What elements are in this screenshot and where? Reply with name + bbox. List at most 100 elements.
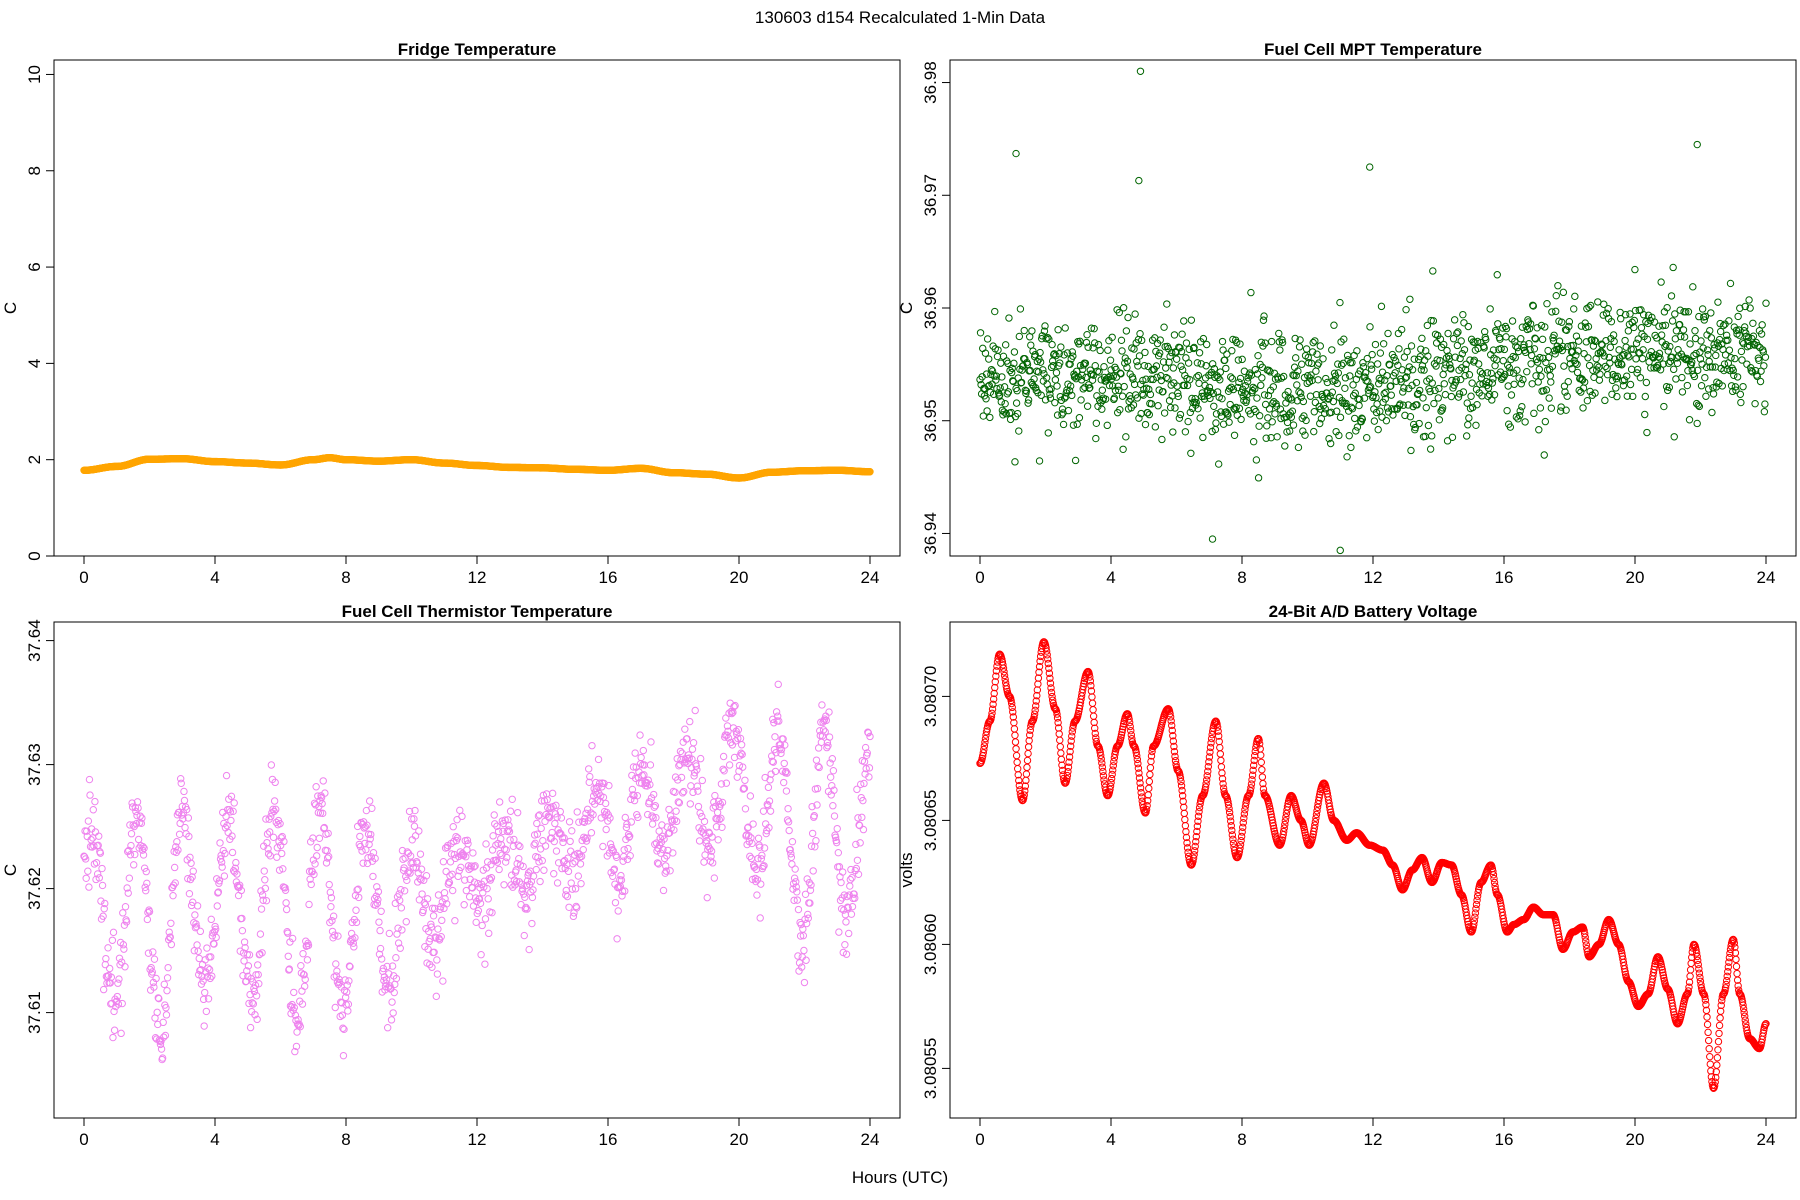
data-point	[1073, 420, 1081, 428]
data-point	[993, 352, 1002, 361]
x-axis: 0 4 8 12 16 20 24	[975, 556, 1775, 587]
data-point	[1459, 388, 1468, 396]
data-point	[1428, 432, 1436, 440]
data-point	[818, 701, 826, 709]
data-point	[1252, 456, 1261, 464]
data-point	[1001, 341, 1010, 349]
data-point	[449, 823, 457, 831]
data-point	[266, 852, 274, 860]
data-point	[1122, 433, 1130, 441]
data-point	[647, 738, 655, 746]
data-point	[794, 952, 802, 960]
data-point	[356, 832, 364, 841]
data-point	[1384, 329, 1392, 338]
data-point	[845, 929, 853, 938]
data-point	[1212, 419, 1220, 427]
data-point	[1502, 324, 1511, 333]
data-point	[1460, 319, 1468, 327]
data-point	[508, 795, 516, 803]
y-tick-label: 0	[25, 551, 44, 560]
data-point	[1669, 365, 1678, 374]
x-tick-label: 24	[861, 1130, 880, 1149]
data-point	[1180, 803, 1188, 811]
x-axis: 0 4 8 12 16 20 24	[975, 1118, 1775, 1149]
data-point	[169, 891, 177, 900]
data-point	[501, 858, 510, 866]
data-point	[305, 900, 313, 909]
data-point	[312, 852, 321, 860]
data-point	[746, 792, 755, 800]
data-point	[254, 961, 262, 969]
data-point	[1177, 362, 1185, 370]
data-point	[587, 829, 596, 837]
data-point	[1057, 343, 1065, 351]
data-point	[485, 929, 493, 938]
data-point	[448, 870, 456, 878]
data-point	[1310, 408, 1318, 416]
data-point	[1193, 373, 1201, 381]
data-point-outlier	[1693, 140, 1701, 149]
data-point	[118, 999, 126, 1008]
data-point	[1312, 367, 1320, 375]
plot-frame	[949, 59, 1797, 557]
data-point	[463, 846, 471, 854]
data-point	[1761, 400, 1769, 408]
data-point	[397, 904, 406, 912]
data-point	[825, 733, 834, 741]
data-point	[1064, 406, 1073, 415]
data-point	[772, 708, 781, 716]
data-point	[278, 849, 286, 858]
x-tick-label: 12	[468, 568, 487, 587]
plot-frame	[53, 621, 901, 1119]
data-point	[710, 874, 719, 882]
data-point	[1077, 396, 1085, 404]
data-point	[1180, 809, 1188, 818]
data-point	[986, 413, 994, 422]
data-point	[537, 824, 545, 833]
data-point	[1028, 327, 1036, 335]
data-point	[1260, 312, 1268, 320]
y-tick-label: 3.08065	[921, 790, 940, 851]
data-point	[520, 931, 528, 940]
data-point	[562, 886, 571, 895]
data-point	[433, 970, 442, 978]
x-tick-label: 4	[210, 1130, 219, 1149]
data-point	[201, 988, 209, 997]
data-point	[1217, 763, 1226, 771]
data-point	[1131, 310, 1139, 318]
data-point	[774, 680, 782, 689]
data-point	[1668, 317, 1677, 325]
data-point	[1158, 435, 1166, 444]
data-point	[1736, 390, 1745, 398]
data-point	[1493, 271, 1501, 279]
data-point	[1435, 384, 1443, 393]
data-point	[86, 791, 94, 799]
data-point	[170, 863, 179, 872]
data-point	[213, 902, 221, 910]
data-point	[1683, 381, 1692, 390]
data-point	[1226, 400, 1234, 409]
data-point	[482, 840, 490, 848]
x-tick-label: 20	[730, 1130, 749, 1149]
data-point	[759, 807, 768, 815]
data-point	[1596, 370, 1604, 378]
data-point-outlier	[1366, 163, 1374, 171]
data-point	[1716, 327, 1725, 336]
data-point	[557, 814, 566, 822]
data-point	[311, 860, 319, 868]
data-point	[415, 827, 423, 835]
data-point	[1012, 399, 1021, 407]
data-point	[1669, 263, 1677, 272]
data-point	[681, 725, 689, 733]
data-point	[1092, 434, 1100, 443]
data-point	[325, 880, 333, 889]
data-point	[1737, 347, 1746, 356]
data-point	[620, 846, 628, 854]
data-point	[194, 947, 202, 955]
data-point	[754, 834, 763, 843]
data-point	[1594, 298, 1602, 306]
data-point	[1464, 322, 1473, 331]
data-point	[1762, 299, 1770, 307]
data-point	[1004, 388, 1013, 396]
